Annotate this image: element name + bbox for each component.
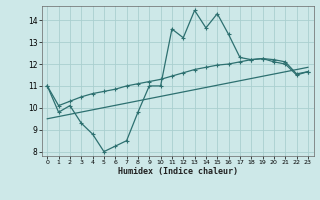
X-axis label: Humidex (Indice chaleur): Humidex (Indice chaleur) bbox=[118, 167, 237, 176]
